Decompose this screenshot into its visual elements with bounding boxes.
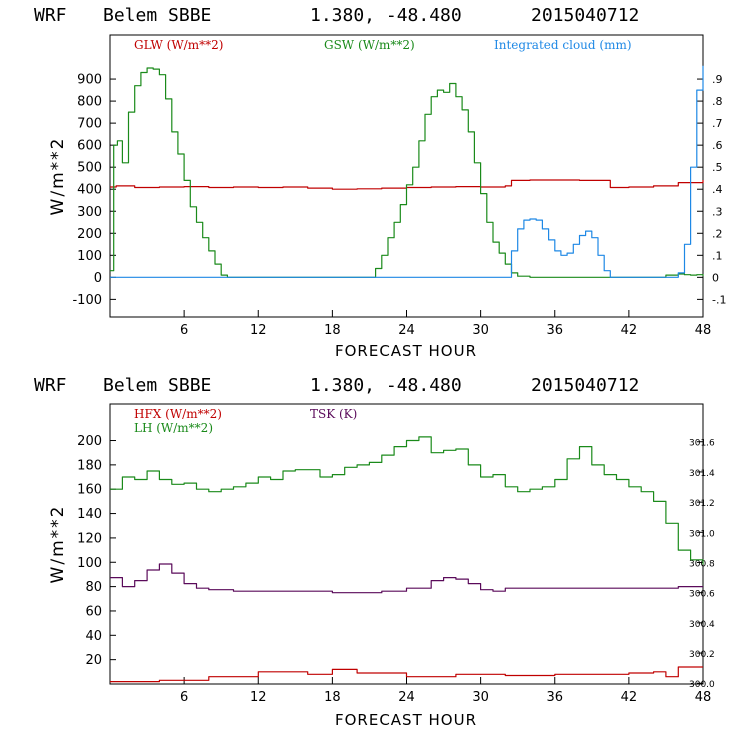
chart-1-xtick-label: 18 xyxy=(324,323,341,338)
chart-2-header: WRF Belem SBBE 1.380, -48.480 2015040712 xyxy=(34,375,639,396)
chart-2-xtick-label: 18 xyxy=(324,690,341,705)
chart-1-xtick-label: 48 xyxy=(695,323,712,338)
chart-1-xtick-label: 24 xyxy=(398,323,415,338)
chart-1-ytick-label: 100 xyxy=(77,249,102,264)
chart-1-series-integrated xyxy=(110,65,704,278)
chart-1-y2tick-label: .5 xyxy=(712,161,723,174)
chart-2-y2tick-label: 301.0 xyxy=(689,529,715,539)
chart-2-ytick-label: 180 xyxy=(77,458,102,473)
chart-2-ytick-label: 40 xyxy=(85,629,102,644)
chart-2-series xyxy=(110,436,704,683)
chart-2-xlabel: FORECAST HOUR xyxy=(335,711,477,729)
chart-1-series xyxy=(110,65,704,278)
chart-2-xtick-label: 12 xyxy=(250,690,267,705)
chart-2-legend-hfx: HFX (W/m**2) xyxy=(134,407,222,421)
chart-2-series-tsk xyxy=(110,563,703,594)
chart-1-plot-frame xyxy=(109,34,704,318)
chart-1-xtick-label: 30 xyxy=(472,323,489,338)
chart-1-ytick-label: 200 xyxy=(77,227,102,242)
chart-1-header: WRF Belem SBBE 1.380, -48.480 2015040712 xyxy=(34,5,639,26)
chart-2-y-axis: 20 40 60 80 100 120 140 160 180 200 xyxy=(77,434,116,668)
chart-1-ytick-label: 300 xyxy=(77,205,102,220)
chart-1: WRF Belem SBBE 1.380, -48.480 2015040712… xyxy=(34,5,726,360)
chart-2-xtick-label: 6 xyxy=(180,690,188,705)
chart-2-y2tick-label: 301.4 xyxy=(689,469,715,479)
chart-2-x-axis: 6 12 18 24 30 36 42 48 xyxy=(180,677,711,705)
chart-2-y2-axis: 300.0 300.2 300.4 300.6 300.8 301.0 301.2 301.4… xyxy=(689,439,715,691)
chart-2-xtick-label: 36 xyxy=(546,690,563,705)
chart-2-run: 2015040712 xyxy=(531,375,639,396)
chart-1-model: WRF xyxy=(34,5,67,26)
chart-2-y2tick-label: 301.6 xyxy=(689,439,715,449)
chart-2-ytick-label: 20 xyxy=(85,653,102,668)
chart-1-y2tick-label: .7 xyxy=(712,117,723,130)
chart-2-ytick-label: 80 xyxy=(85,580,102,595)
chart-1-xtick-label: 12 xyxy=(250,323,267,338)
chart-2-series-lh xyxy=(110,436,704,565)
chart-1-xtick-label: 36 xyxy=(546,323,563,338)
chart-2-y2tick-label: 300.8 xyxy=(689,559,715,569)
chart-1-ytick-label: -100 xyxy=(72,293,102,308)
chart-1-ytick-label: 600 xyxy=(77,139,102,154)
chart-2-ytick-label: 200 xyxy=(77,434,102,449)
chart-1-ytick-label: 500 xyxy=(77,161,102,176)
chart-2-station: Belem SBBE xyxy=(103,375,211,396)
chart-1-y2tick-label: .9 xyxy=(712,73,723,86)
chart-1-run: 2015040712 xyxy=(531,5,639,26)
chart-1-y2tick-label: .3 xyxy=(712,205,723,218)
chart-2-legend-lh: LH (W/m**2) xyxy=(134,421,213,435)
chart-1-xtick-label: 6 xyxy=(180,323,188,338)
chart-2-series-hfx xyxy=(110,666,703,683)
chart-2-legend-tsk: TSK (K) xyxy=(310,407,357,421)
chart-2-xtick-label: 24 xyxy=(398,690,415,705)
chart-1-y2tick-label: .8 xyxy=(712,95,723,108)
chart-2-ytick-label: 140 xyxy=(77,507,102,522)
chart-1-station: Belem SBBE xyxy=(103,5,211,26)
chart-1-xlabel: FORECAST HOUR xyxy=(335,342,477,360)
chart-2-model: WRF xyxy=(34,375,67,396)
chart-2-y2tick-label: 301.2 xyxy=(689,499,715,509)
chart-1-ytick-label: 0 xyxy=(94,271,102,286)
chart-2-xtick-label: 42 xyxy=(621,690,638,705)
chart-2-ytick-label: 160 xyxy=(77,483,102,498)
chart-2-ytick-label: 60 xyxy=(85,604,102,619)
chart-2-y2tick-label: 300.0 xyxy=(689,680,715,690)
chart-1-ytick-label: 400 xyxy=(77,183,102,198)
chart-1-y2tick-label: .2 xyxy=(712,227,723,240)
chart-1-coords: 1.380, -48.480 xyxy=(310,5,462,26)
chart-1-series-gsw xyxy=(110,67,704,278)
chart-2-ytick-label: 120 xyxy=(77,531,102,546)
chart-1-y2tick-label: .4 xyxy=(712,183,723,196)
chart-1-ytick-label: 700 xyxy=(77,117,102,132)
chart-1-ylabel: W/m**2 xyxy=(48,137,68,216)
chart-1-y2tick-label: .6 xyxy=(712,139,723,152)
chart-2-xtick-label: 48 xyxy=(695,690,712,705)
chart-2-y2tick-label: 300.2 xyxy=(689,650,715,660)
chart-1-legend-gsw: GSW (W/m**2) xyxy=(324,38,415,52)
chart-1-y2-axis: -.1 0 .1 .2 .3 .4 .5 .6 .7 .8 .9 xyxy=(697,73,726,306)
chart-1-y2tick-label: .1 xyxy=(712,249,723,262)
chart-1-x-axis: 6 12 18 24 30 36 42 48 xyxy=(180,310,711,338)
chart-1-y2tick-label: 0 xyxy=(712,271,719,284)
chart-1-legend-glw: GLW (W/m**2) xyxy=(134,38,223,52)
chart-2-y2tick-label: 300.6 xyxy=(689,590,715,600)
chart-2-xtick-label: 30 xyxy=(472,690,489,705)
chart-1-ytick-label: 900 xyxy=(77,73,102,88)
chart-1-ytick-label: 800 xyxy=(77,95,102,110)
chart-1-legend-cloud: Integrated cloud (mm) xyxy=(494,38,632,52)
chart-2-y2tick-label: 300.4 xyxy=(689,620,715,630)
chart-1-y-axis: -100 0 100 200 300 400 500 600 700 800 900 xyxy=(72,73,116,308)
chart-1-y2tick-label: -.1 xyxy=(712,293,726,306)
chart-2: WRF Belem SBBE 1.380, -48.480 2015040712… xyxy=(34,375,715,729)
chart-2-ytick-label: 100 xyxy=(77,556,102,571)
chart-2-ylabel: W/m**2 xyxy=(48,505,68,584)
chart-2-coords: 1.380, -48.480 xyxy=(310,375,462,396)
chart-1-xtick-label: 42 xyxy=(621,323,638,338)
